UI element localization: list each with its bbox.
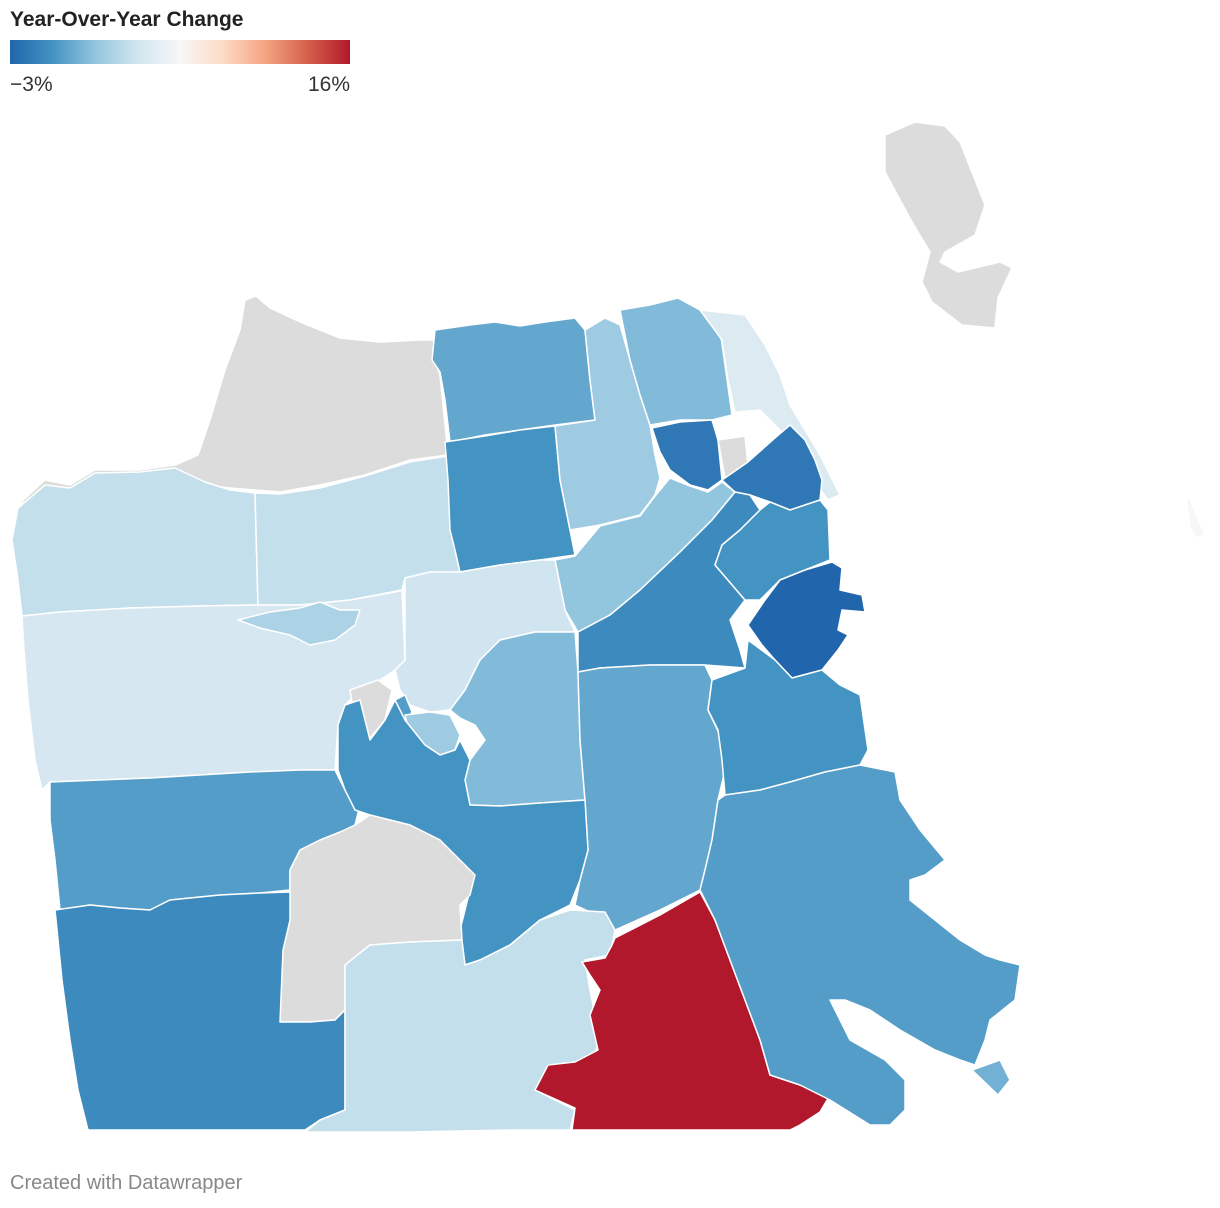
region-bayview[interactable] [699, 764, 1021, 1126]
region-treasure-island[interactable] [884, 121, 1013, 329]
legend-min-label: −3% [10, 73, 53, 96]
legend-title: Year-Over-Year Change [10, 8, 244, 31]
region-pacific-heights[interactable] [444, 425, 576, 573]
region-ocean-view[interactable] [304, 909, 616, 1133]
region-parkside[interactable] [54, 891, 346, 1131]
legend-gradient-bar [10, 40, 350, 64]
legend-max-label: 16% [307, 73, 350, 96]
legend-labels: −3% 16% [10, 69, 350, 96]
region-pier-strip[interactable] [971, 1059, 1011, 1096]
region-park-lake[interactable] [237, 601, 361, 646]
region-outer-richmond[interactable] [11, 467, 259, 617]
region-north-beach[interactable] [619, 297, 733, 426]
region-potrero-hill[interactable] [707, 639, 869, 796]
region-financial-district[interactable] [721, 424, 823, 511]
color-legend: Year-Over-Year Change −3% 16% [10, 8, 350, 96]
region-chinatown[interactable] [651, 419, 723, 491]
region-small-island[interactable] [1185, 493, 1206, 539]
footer-credit: Created with Datawrapper [10, 1172, 243, 1194]
